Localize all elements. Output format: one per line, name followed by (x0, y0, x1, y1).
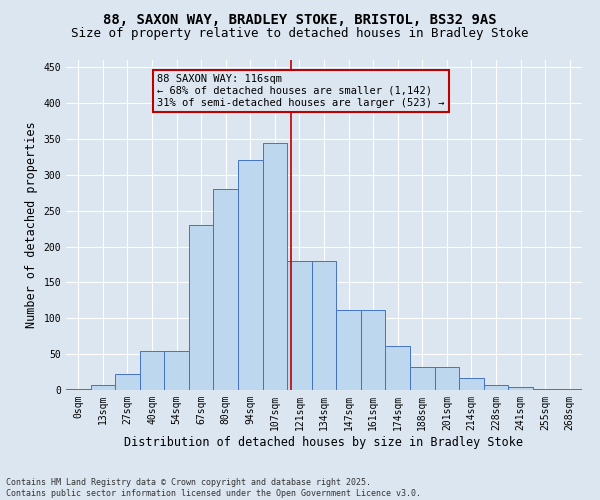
Bar (115, 374, 140, 390)
Text: Size of property relative to detached houses in Bradley Stoke: Size of property relative to detached ho… (71, 28, 529, 40)
Bar (410, 367, 434, 390)
Bar (361, 310, 385, 390)
Bar (385, 346, 410, 390)
X-axis label: Distribution of detached houses by size in Bradley Stoke: Distribution of detached houses by size … (125, 436, 523, 448)
Bar (140, 350, 164, 390)
Bar (214, 189, 238, 390)
Text: 88 SAXON WAY: 116sqm
← 68% of detached houses are smaller (1,142)
31% of semi-de: 88 SAXON WAY: 116sqm ← 68% of detached h… (157, 74, 445, 108)
Bar (533, 388, 557, 390)
Bar (287, 261, 312, 390)
Bar (312, 261, 336, 390)
Bar (459, 378, 484, 390)
Bar (508, 387, 533, 390)
Bar (238, 160, 263, 390)
Bar (336, 310, 361, 390)
Text: Contains HM Land Registry data © Crown copyright and database right 2025.
Contai: Contains HM Land Registry data © Crown c… (6, 478, 421, 498)
Bar (91, 385, 115, 390)
Bar (164, 350, 189, 390)
Bar (189, 225, 214, 390)
Bar (434, 367, 459, 390)
Text: 88, SAXON WAY, BRADLEY STOKE, BRISTOL, BS32 9AS: 88, SAXON WAY, BRADLEY STOKE, BRISTOL, B… (103, 12, 497, 26)
Y-axis label: Number of detached properties: Number of detached properties (25, 122, 38, 328)
Bar (66, 388, 91, 390)
Bar (263, 142, 287, 390)
Bar (484, 385, 508, 390)
